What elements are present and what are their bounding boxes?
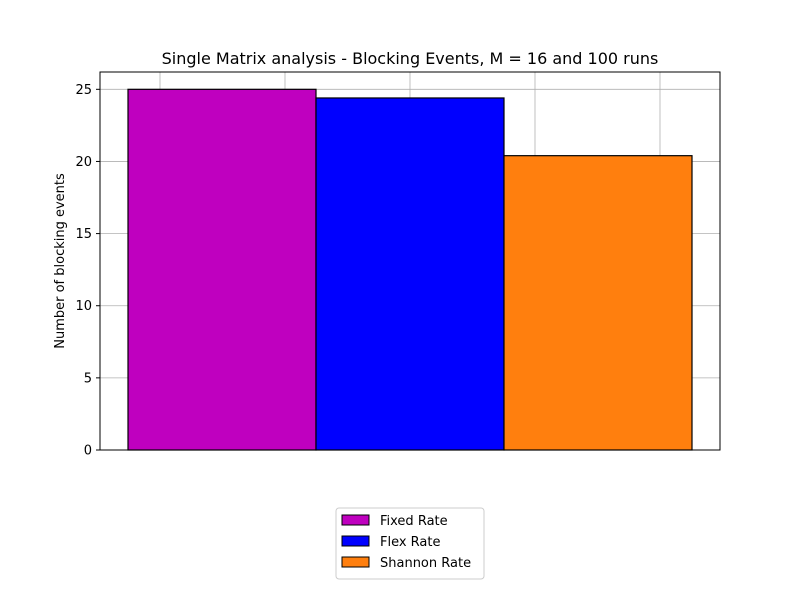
chart-title: Single Matrix analysis - Blocking Events… — [162, 49, 659, 68]
bar-fixed-rate — [127, 88, 317, 451]
legend-label: Shannon Rate — [380, 556, 471, 571]
legend-label: Fixed Rate — [380, 514, 448, 529]
y-ticks: 0 5 10 15 20 25 — [75, 83, 100, 459]
y-tick-label: 0 — [84, 444, 92, 459]
legend-swatch — [341, 556, 370, 568]
legend: Fixed Rate Flex Rate Shannon Rate — [335, 507, 485, 580]
bars-layer — [127, 88, 693, 451]
y-tick-label: 15 — [75, 227, 92, 242]
bar-shannon-rate — [503, 155, 693, 451]
plot-frame — [99, 71, 721, 451]
legend-label: Flex Rate — [380, 535, 441, 550]
y-tick-label: 10 — [75, 299, 92, 314]
legend-box — [335, 507, 485, 580]
y-tick-label: 20 — [75, 155, 92, 170]
legend-swatch — [341, 535, 370, 547]
y-tick-label: 25 — [75, 83, 92, 98]
bar-flex-rate — [315, 97, 505, 451]
y-tick-label: 5 — [84, 371, 92, 386]
y-axis-label: Number of blocking events — [53, 173, 68, 349]
legend-swatch — [341, 514, 370, 526]
